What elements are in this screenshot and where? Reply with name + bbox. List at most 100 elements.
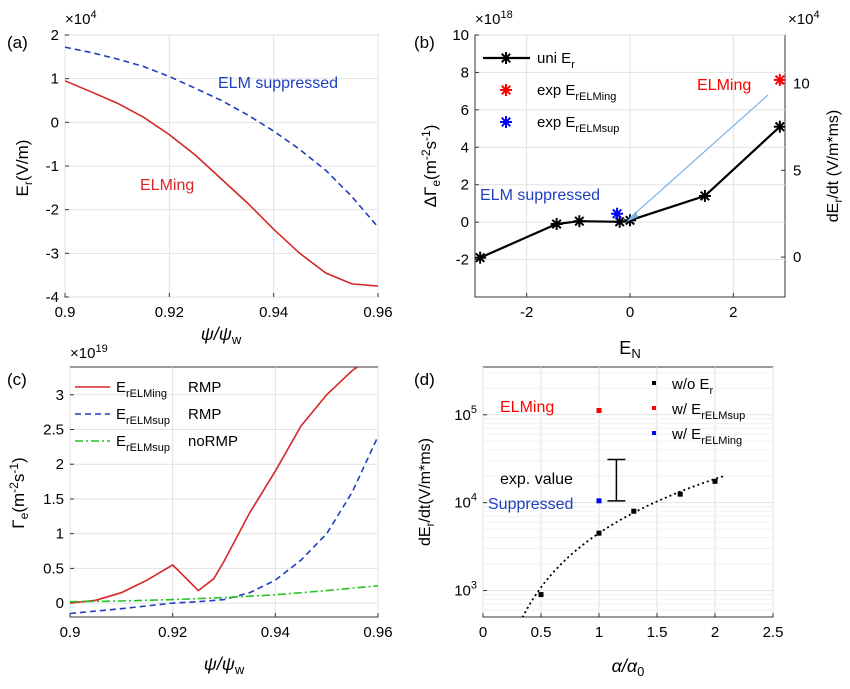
x-tick-label: 0.96 <box>363 304 392 321</box>
panel-d-xlabel: α/α0 <box>612 656 645 679</box>
legend-marker <box>500 52 512 64</box>
legend-entry-0: ErELMing <box>116 379 167 400</box>
panel-b-series <box>475 73 785 264</box>
panel-b-y-exponent-right: ×104 <box>788 9 820 28</box>
panel-c-ylabel: Γe(m-2s-1) <box>7 457 31 528</box>
series-uni-er-point <box>698 189 711 202</box>
series-exp-erelming-point <box>773 73 785 86</box>
panel-b-y-exponent: ×1018 <box>475 9 513 28</box>
y-tick-label: 10 <box>452 27 469 44</box>
series-uni-er-point <box>773 120 785 133</box>
panel-c: 0.9 0.92 0.94 0.96 0 0.5 1 1.5 2 2.5 3 (c) ×1019 ψ… <box>7 343 393 677</box>
panel-d-series <box>521 407 725 617</box>
panel-c-legend: ErELMing RMP ErELMsup RMP ErELMsup noRMP <box>75 379 238 454</box>
series-w-erelming-point <box>596 498 602 504</box>
panel-d-label: (d) <box>414 370 435 389</box>
y-tick-label: 2 <box>51 27 59 44</box>
y-right-tick-label: 0 <box>793 249 801 266</box>
y-tick-label: 2 <box>461 177 469 194</box>
panel-c-xlabel: ψ/ψw <box>204 654 245 677</box>
panel-a-annotation-elm-suppressed: ELM suppressed <box>218 75 338 92</box>
panel-a: 0.9 0.92 0.94 0.96 -4 -3 -2 -1 0 1 2 (a) ×104 ψ/ψw… <box>7 9 393 347</box>
panel-d-ylabel: dEr/dt(V/m*ms) <box>417 438 437 546</box>
panel-c-grid <box>69 367 379 617</box>
y-tick-label: 104 <box>454 492 477 512</box>
panel-c-label: (c) <box>7 370 27 389</box>
panel-b-ylabel-right: dEr/dt (V/m*ms) <box>825 110 845 222</box>
panel-b-legend: uni Er exp ErELMing exp ErELMsup <box>483 50 619 135</box>
x-tick-label: 0.5 <box>531 624 552 641</box>
x-tick-label: 0.94 <box>259 304 288 321</box>
x-tick-label: 1 <box>595 624 603 641</box>
series-w-o-er-point <box>631 508 637 514</box>
series-w-o-er-point <box>596 530 602 536</box>
y-tick-label: 1.5 <box>43 491 64 508</box>
y-tick-label: 103 <box>454 580 477 600</box>
legend-marker <box>652 431 656 435</box>
x-tick-label: 0.9 <box>60 624 81 641</box>
series-exp-erelmsup-point <box>611 207 624 220</box>
panel-d-grid <box>482 367 774 617</box>
y-tick-label: 1 <box>51 71 59 88</box>
panel-c-axes-box <box>69 366 379 618</box>
series-w-erelmsup-point <box>596 407 602 413</box>
series-erelmsup-rmp-line <box>70 436 378 615</box>
x-tick-label: 2 <box>729 304 737 321</box>
series-w-o-er-point <box>677 491 683 497</box>
panel-d-annotation-elming: ELMing <box>500 399 554 416</box>
legend-tag: RMP <box>188 406 221 423</box>
x-tick-label: 2.5 <box>763 624 784 641</box>
panel-d: 0 0.5 1 1.5 2 2.5 103 104 105 (d) α/α0 dEr/dt(V/… <box>414 366 783 679</box>
panel-d-legend: w/o Er w/ ErELMsup w/ ErELMing <box>652 376 745 447</box>
legend-entry-2: exp ErELMsup <box>537 114 619 135</box>
exp-value-error-bar <box>607 458 626 502</box>
y-tick-label: 2 <box>56 456 64 473</box>
y-tick-label: -2 <box>46 202 59 219</box>
panel-c-series <box>70 367 378 615</box>
y-tick-label: 0 <box>461 214 469 231</box>
panel-b-label: (b) <box>414 33 435 52</box>
x-tick-label: 0.9 <box>55 304 76 321</box>
panel-a-ylabel: Er(V/m) <box>13 140 35 197</box>
y-tick-label: -2 <box>456 252 469 269</box>
y-tick-label: 105 <box>454 404 477 424</box>
x-tick-label: -2 <box>520 304 533 321</box>
panel-b-grid <box>475 34 785 297</box>
legend-marker <box>500 84 512 96</box>
y-tick-label: 2.5 <box>43 422 64 439</box>
panel-a-annotation-elming: ELMing <box>140 177 194 194</box>
y-tick-label: 0.5 <box>43 560 64 577</box>
x-tick-label: 0.92 <box>155 304 184 321</box>
legend-entry-1: exp ErELMing <box>537 82 616 103</box>
legend-entry-1: ErELMsup <box>116 406 170 427</box>
legend-entry-2: ErELMsup <box>116 433 170 454</box>
y-tick-label: 0 <box>56 595 64 612</box>
legend-tag: noRMP <box>188 433 238 450</box>
x-tick-label: 0.94 <box>261 624 290 641</box>
legend-entry-1: w/ ErELMsup <box>671 401 745 422</box>
y-tick-label: -1 <box>46 158 59 175</box>
x-tick-label: 2 <box>711 624 719 641</box>
y-tick-label: 1 <box>56 526 64 543</box>
y-tick-label: 0 <box>51 114 59 131</box>
series-elming-line <box>65 80 378 287</box>
y-tick-label: 3 <box>56 387 64 404</box>
series-erelmsup-normp-line <box>70 585 378 603</box>
panel-a-label: (a) <box>7 33 28 52</box>
y-tick-label: -3 <box>46 245 59 262</box>
panel-b-xlabel: EN <box>619 338 640 361</box>
x-tick-label: 0.96 <box>363 624 392 641</box>
legend-entry-0: w/o Er <box>671 376 714 397</box>
panel-b-annotation-elm-suppressed: ELM suppressed <box>480 187 600 204</box>
y-tick-label: -4 <box>46 289 59 306</box>
panel-d-ticks: 0 0.5 1 1.5 2 2.5 103 104 105 <box>454 404 783 641</box>
panel-d-annotation-exp-value: exp. value <box>500 471 573 488</box>
panel-b-arrow <box>626 94 769 222</box>
panel-d-axes-box <box>482 366 774 618</box>
series-uni-er-point <box>573 215 586 228</box>
legend-entry-0: uni Er <box>537 50 575 71</box>
y-tick-label: 4 <box>461 139 469 156</box>
y-right-tick-label: 10 <box>793 76 810 93</box>
legend-marker <box>652 406 656 410</box>
